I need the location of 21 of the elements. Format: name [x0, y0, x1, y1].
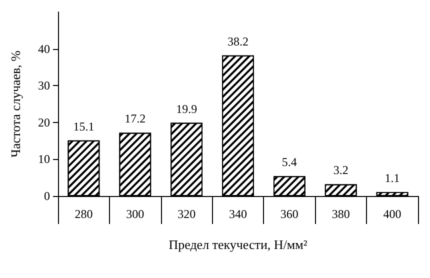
data-label: 5.4 — [282, 155, 297, 170]
data-label: 38.2 — [228, 34, 248, 48]
x-axis-title: Предел текучести, Н/мм² — [168, 237, 308, 252]
y-tick-label: 0 — [44, 189, 50, 203]
x-tick-label: 340 — [229, 207, 247, 221]
x-tick-label: 280 — [74, 207, 93, 221]
x-tick-label: 300 — [126, 207, 144, 221]
x-tick-label: 320 — [178, 207, 196, 221]
x-tick-label: 400 — [383, 207, 402, 221]
x-tick-label: 360 — [280, 207, 298, 221]
data-label: 17.2 — [124, 112, 146, 126]
data-label: 15.1 — [73, 119, 94, 134]
y-tick-label: 10 — [38, 152, 50, 166]
y-axis-title: Частота случаев, % — [8, 50, 23, 158]
y-tick-label: 40 — [38, 42, 50, 56]
data-label: 3.2 — [333, 163, 348, 178]
x-tick-label: 380 — [332, 207, 350, 221]
y-tick-label: 30 — [38, 78, 50, 93]
data-label: 19.9 — [176, 102, 198, 116]
data-label: 1.1 — [384, 170, 400, 185]
y-tick-label: 20 — [38, 115, 50, 130]
